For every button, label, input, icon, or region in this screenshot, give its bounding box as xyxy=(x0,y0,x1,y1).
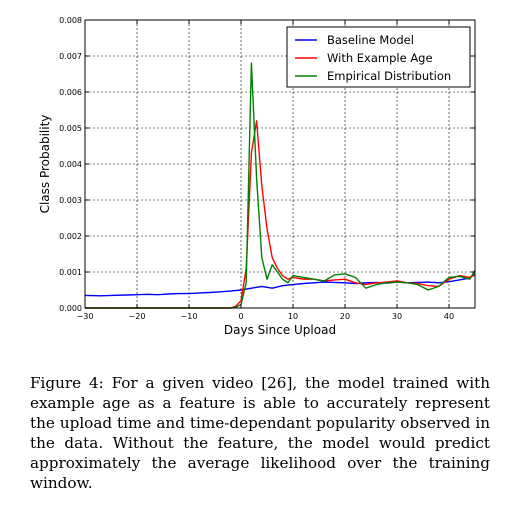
y-axis-label: Class Probability xyxy=(38,115,52,214)
x-tick-label: 10 xyxy=(288,312,298,321)
legend-entry: With Example Age xyxy=(327,51,433,65)
axis-ticks: −30 −20 −10 0 10 20 30 40 0.000 0.001 0.002 0.003 0.… xyxy=(59,16,475,321)
y-tick-label: 0.008 xyxy=(59,16,82,25)
figure-caption: Figure 4: For a given video [26], the mo… xyxy=(30,374,490,492)
x-tick-label: −30 xyxy=(77,312,94,321)
legend-entry: Empirical Distribution xyxy=(327,69,451,83)
chart-legend: Baseline Model With Example Age Empirical … xyxy=(286,26,471,88)
baseline-model-line xyxy=(84,273,476,297)
series-lines xyxy=(84,62,476,309)
y-tick-label: 0.006 xyxy=(59,88,82,97)
x-tick-label: 40 xyxy=(444,312,454,321)
y-tick-label: 0.003 xyxy=(59,196,82,205)
y-tick-label: 0.001 xyxy=(59,268,82,277)
x-tick-label: 30 xyxy=(392,312,402,321)
x-tick-label: 0 xyxy=(238,312,243,321)
y-tick-label: 0.002 xyxy=(59,232,82,241)
y-tick-label: 0.004 xyxy=(59,160,82,169)
y-tick-label: 0.007 xyxy=(59,52,82,61)
x-tick-label: 20 xyxy=(340,312,350,321)
y-tick-label: 0.005 xyxy=(59,124,82,133)
y-tick-label: 0.000 xyxy=(59,304,82,313)
chart-figure: −30 −20 −10 0 10 20 30 40 0.000 0.001 0.002 0.003 0.… xyxy=(38,16,476,337)
x-tick-label: −10 xyxy=(181,312,198,321)
legend-box xyxy=(286,26,471,88)
legend-entry: Baseline Model xyxy=(327,33,414,47)
x-axis-label: Days Since Upload xyxy=(224,323,336,337)
with-example-age-line xyxy=(85,120,476,309)
empirical-distribution-line xyxy=(85,62,476,309)
x-tick-label: −20 xyxy=(129,312,146,321)
